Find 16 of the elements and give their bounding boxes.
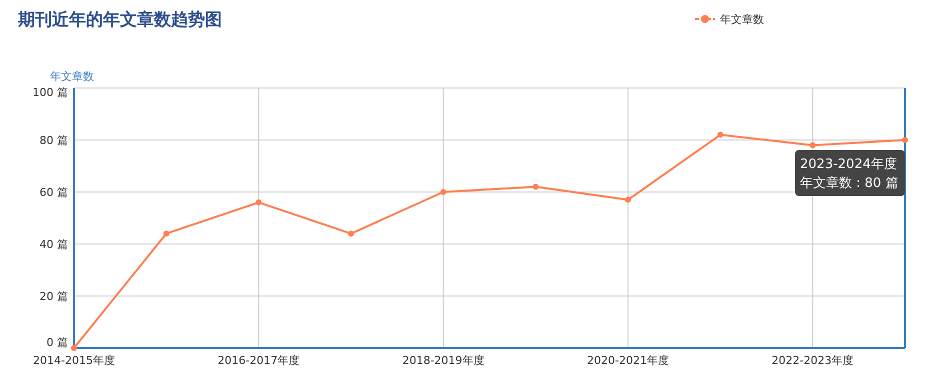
x-tick-label: 2016-2017年度 [218,354,300,367]
x-tick-label: 2020-2021年度 [587,354,669,367]
x-tick-label: 2018-2019年度 [402,354,484,367]
annotation: 年文章数 : 80 篇 [800,176,898,191]
y-tick-label: 80 篇 [40,134,68,147]
legend-label: 年文章数 [720,13,764,26]
y-tick-label: 20 篇 [40,290,68,303]
y-tick-label: 100 篇 [32,86,68,99]
y-tick-label: 60 篇 [40,186,68,199]
y-tick-label: 40 篇 [40,238,68,251]
chart-title: 期刊近年的年文章数趋势图 [17,10,222,30]
annotation: 2023-2024年度 [800,156,897,172]
x-tick-label: 2022-2023年度 [772,354,854,367]
x-tick-label: 2014-2015年度 [33,354,115,367]
y-axis-title: 年文章数 [50,70,94,83]
y-tick-label: 0 篇 [46,336,68,349]
